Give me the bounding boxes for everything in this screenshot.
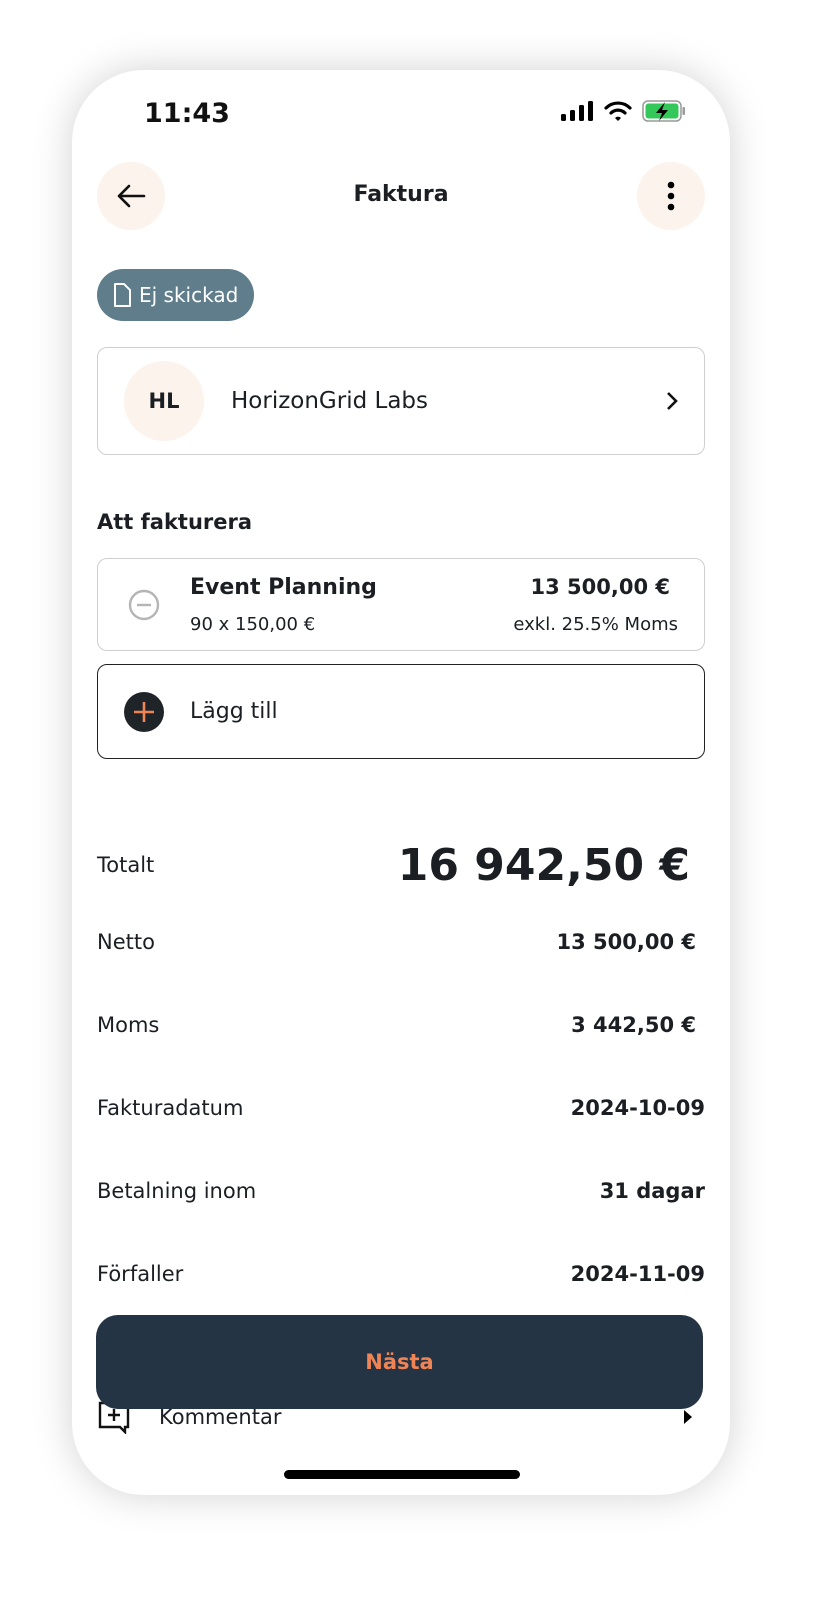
items-section-title: Att fakturera <box>97 510 253 534</box>
comment-label: Kommentar <box>159 1405 282 1429</box>
battery-charging-icon <box>642 100 685 122</box>
remove-item-icon[interactable] <box>128 589 160 621</box>
status-badge-label: Ej skickad <box>139 283 239 307</box>
summary-label: Fakturadatum <box>97 1096 244 1120</box>
home-indicator <box>284 1470 520 1479</box>
signal-icon <box>561 101 593 121</box>
wifi-icon <box>604 101 632 121</box>
add-item-button[interactable]: Lägg till <box>97 664 705 759</box>
summary-row: Moms 3 442,50 € <box>97 1013 696 1037</box>
summary-row[interactable]: Betalning inom 31 dagar <box>97 1179 705 1203</box>
status-badge: Ej skickad <box>97 269 255 321</box>
status-time: 11:43 <box>144 98 230 129</box>
summary-value: 13 500,00 € <box>556 930 697 954</box>
summary-label: Betalning inom <box>97 1179 257 1203</box>
summary-row: Förfaller 2024-11-09 <box>97 1262 705 1286</box>
customer-card[interactable]: HL HorizonGrid Labs <box>97 347 705 455</box>
summary-value: 31 dagar <box>599 1179 705 1203</box>
add-item-label: Lägg till <box>190 699 278 724</box>
summary-value: 2024-11-09 <box>570 1262 705 1286</box>
item-vat-note: exkl. 25.5% Moms <box>513 614 678 635</box>
arrow-left-icon <box>117 184 146 208</box>
item-amount: 13 500,00 € <box>530 575 671 599</box>
item-name: Event Planning <box>190 575 377 600</box>
summary-label: Moms <box>97 1013 160 1037</box>
plus-circle-icon <box>124 691 164 732</box>
summary-label: Förfaller <box>97 1262 184 1286</box>
invoice-line-item[interactable]: Event Planning 90 x 150,00 € 13 500,00 €… <box>97 558 705 651</box>
summary-row[interactable]: Fakturadatum 2024-10-09 <box>97 1096 705 1120</box>
summary-value: 2024-10-09 <box>570 1096 705 1120</box>
item-quantity-price: 90 x 150,00 € <box>190 614 316 635</box>
summary-value: 3 442,50 € <box>571 1013 696 1037</box>
back-button[interactable] <box>97 162 165 230</box>
summary-row: Netto 13 500,00 € <box>97 930 696 954</box>
status-icons <box>560 100 686 122</box>
phone-screen: 11:43 Faktura Ej skickad HL HorizonGrid … <box>72 70 730 1495</box>
total-value: 16 942,50 € <box>397 839 690 891</box>
summary-label: Netto <box>97 930 155 954</box>
page-title: Faktura <box>353 182 449 207</box>
document-icon <box>114 283 131 307</box>
total-label: Totalt <box>97 853 155 877</box>
summary-total: Totalt 16 942,50 € <box>97 830 690 900</box>
caret-right-icon <box>684 1410 692 1424</box>
customer-name: HorizonGrid Labs <box>231 388 429 414</box>
more-options-button[interactable] <box>637 162 705 230</box>
next-button[interactable]: Nästa <box>96 1315 703 1409</box>
more-vertical-icon <box>667 181 675 211</box>
customer-avatar: HL <box>124 361 204 441</box>
chevron-right-icon <box>667 392 678 410</box>
